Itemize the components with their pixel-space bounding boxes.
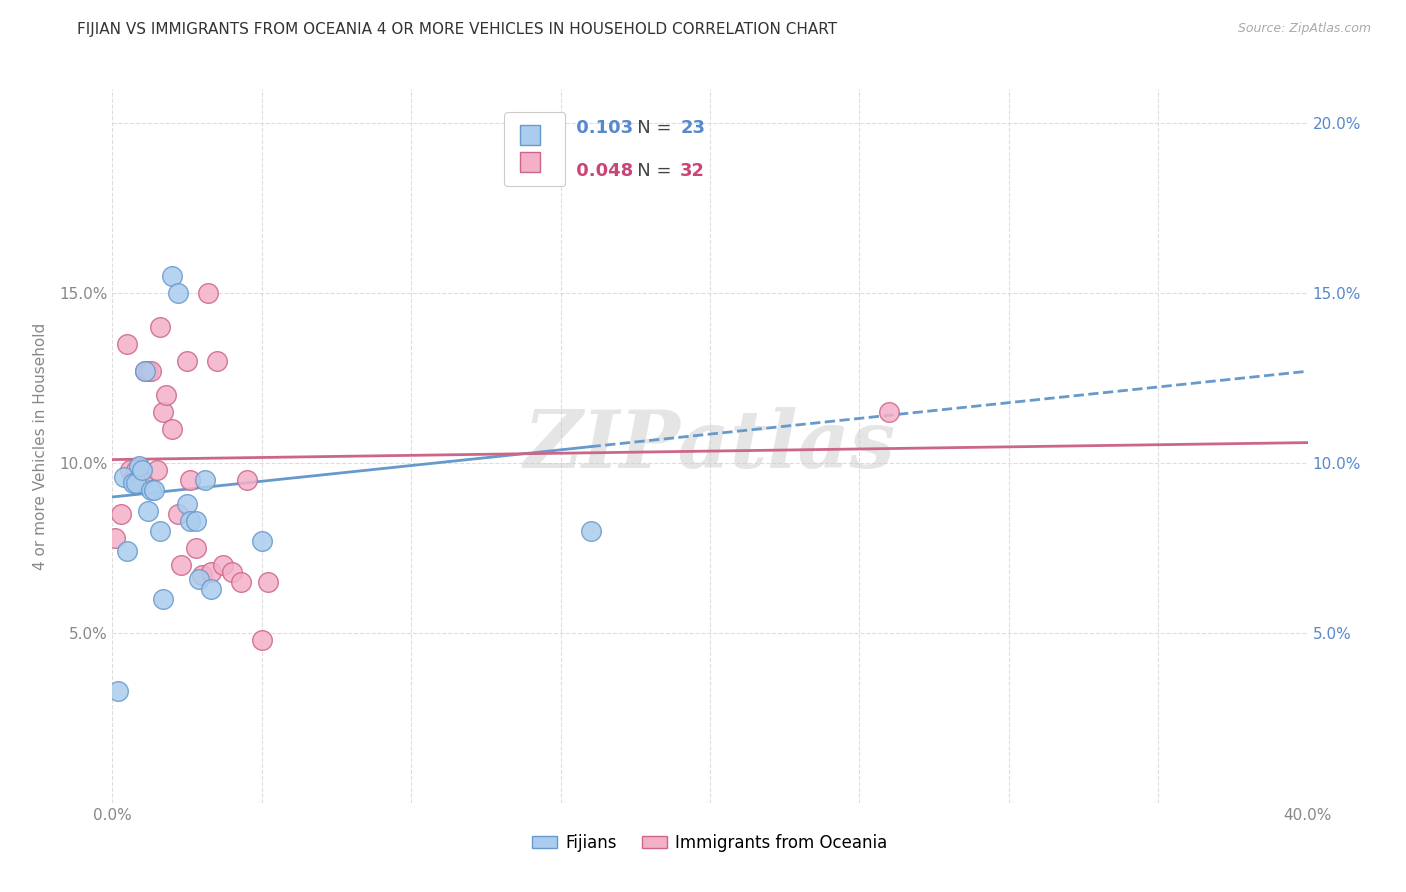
- Text: FIJIAN VS IMMIGRANTS FROM OCEANIA 4 OR MORE VEHICLES IN HOUSEHOLD CORRELATION CH: FIJIAN VS IMMIGRANTS FROM OCEANIA 4 OR M…: [77, 22, 838, 37]
- Text: 23: 23: [681, 120, 706, 137]
- Y-axis label: 4 or more Vehicles in Household: 4 or more Vehicles in Household: [34, 322, 48, 570]
- Point: [107, 683, 129, 698]
- Point: [229, 574, 252, 589]
- Point: [134, 364, 156, 378]
- Legend: Fijians, Immigrants from Oceania: Fijians, Immigrants from Oceania: [526, 828, 894, 859]
- Text: 32: 32: [681, 162, 706, 180]
- Point: [200, 565, 222, 579]
- Point: [138, 503, 160, 517]
- Point: [146, 463, 169, 477]
- Point: [117, 544, 139, 558]
- Point: [149, 524, 172, 538]
- Point: [186, 514, 208, 528]
- Point: [128, 459, 150, 474]
- Point: [122, 476, 145, 491]
- Text: N =: N =: [620, 162, 678, 180]
- Point: [179, 473, 201, 487]
- Point: [250, 632, 273, 647]
- Point: [131, 473, 153, 487]
- Point: [162, 422, 183, 436]
- Point: [579, 524, 602, 538]
- Point: [162, 269, 183, 284]
- Point: [152, 591, 174, 606]
- Point: [149, 320, 172, 334]
- Point: [188, 572, 211, 586]
- Point: [250, 534, 273, 549]
- Point: [200, 582, 222, 596]
- Point: [120, 463, 142, 477]
- Point: [122, 473, 145, 487]
- Text: 0.048: 0.048: [571, 162, 634, 180]
- Point: [186, 541, 208, 555]
- Point: [176, 354, 198, 368]
- Point: [125, 463, 148, 477]
- Text: Source: ZipAtlas.com: Source: ZipAtlas.com: [1237, 22, 1371, 36]
- Point: [205, 354, 228, 368]
- Point: [110, 507, 132, 521]
- Point: [236, 473, 259, 487]
- Point: [176, 497, 198, 511]
- Point: [170, 558, 193, 572]
- Point: [117, 337, 139, 351]
- Point: [131, 463, 153, 477]
- Text: R =: R =: [524, 120, 564, 137]
- Point: [141, 483, 163, 498]
- Point: [143, 483, 166, 498]
- Point: [114, 469, 135, 483]
- Point: [194, 473, 217, 487]
- Text: ZIPatlas: ZIPatlas: [524, 408, 896, 484]
- Point: [179, 514, 201, 528]
- Point: [191, 568, 214, 582]
- Point: [138, 364, 160, 378]
- Point: [104, 531, 127, 545]
- Text: 0.103: 0.103: [571, 120, 633, 137]
- Point: [167, 286, 190, 301]
- Point: [141, 364, 163, 378]
- Point: [167, 507, 190, 521]
- Point: [152, 405, 174, 419]
- Point: [221, 565, 243, 579]
- Text: R =: R =: [524, 162, 564, 180]
- Point: [197, 286, 219, 301]
- Point: [125, 476, 148, 491]
- Point: [134, 364, 156, 378]
- Point: [257, 574, 280, 589]
- Point: [155, 388, 177, 402]
- Point: [128, 469, 150, 483]
- Text: N =: N =: [620, 120, 678, 137]
- Point: [879, 405, 901, 419]
- Point: [212, 558, 235, 572]
